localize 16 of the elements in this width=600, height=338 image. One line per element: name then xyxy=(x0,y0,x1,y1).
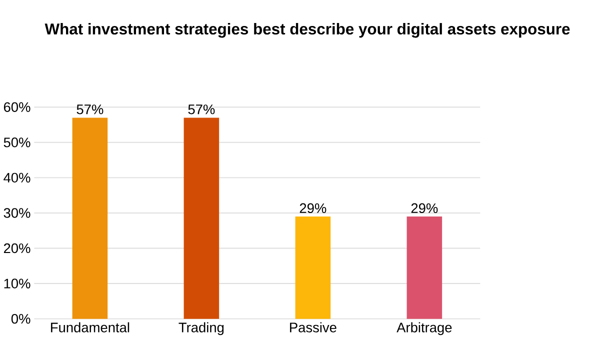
x-tick-label: Passive xyxy=(290,322,336,332)
x-tick-label: Arbitrage xyxy=(396,322,452,335)
y-tick-label: 50% xyxy=(4,137,30,148)
y-tick-label: 60% xyxy=(4,102,30,112)
y-tick-label: 20% xyxy=(4,243,30,253)
y-tick-label: 30% xyxy=(4,208,30,218)
data-label: 29% xyxy=(300,203,326,213)
data-label: 29% xyxy=(411,203,438,213)
y-tick-label: 0% xyxy=(11,314,30,324)
y-tick-label: 40% xyxy=(4,172,30,182)
data-label: 57% xyxy=(188,104,215,114)
data-label: 57% xyxy=(76,104,104,114)
x-tick-label: Trading xyxy=(178,322,224,335)
y-tick-label: 10% xyxy=(4,278,30,288)
chart-title: What investment strategies best describe your digital assets exposure xyxy=(44,22,570,38)
x-tick-label: Fundamental xyxy=(51,322,130,332)
